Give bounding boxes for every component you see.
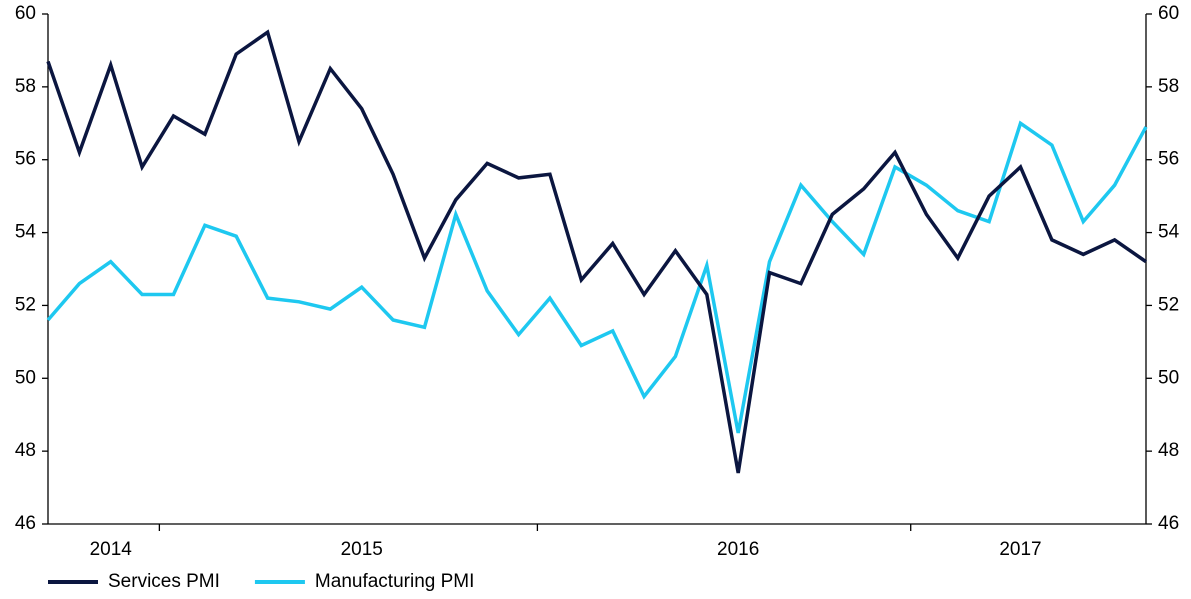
y-tick-label: 54 <box>15 222 37 243</box>
series-line <box>46 120 1148 434</box>
x-tick-label: 2014 <box>90 539 133 560</box>
y2-tick-label: 56 <box>1158 149 1179 170</box>
y2-tick-label: 48 <box>1158 440 1179 461</box>
y-tick-label: 52 <box>15 294 36 315</box>
y2-tick-label: 60 <box>1158 3 1179 24</box>
y2-tick-label: 52 <box>1158 294 1179 315</box>
y-tick-label: 46 <box>15 513 36 534</box>
legend-label: Manufacturing PMI <box>315 571 474 592</box>
legend-label: Services PMI <box>108 571 220 592</box>
x-tick-label: 2015 <box>341 539 383 560</box>
y-tick-label: 56 <box>15 149 36 170</box>
y2-tick-label: 50 <box>1158 367 1179 388</box>
y2-tick-label: 58 <box>1158 76 1179 97</box>
y-tick-label: 58 <box>15 76 36 97</box>
y2-tick-label: 46 <box>1158 513 1179 534</box>
y-tick-label: 48 <box>15 440 36 461</box>
x-tick-label: 2016 <box>717 539 759 560</box>
x-tick-label: 2017 <box>999 539 1041 560</box>
y-tick-label: 50 <box>15 367 36 388</box>
y2-tick-label: 54 <box>1158 222 1180 243</box>
series-line <box>46 29 1147 474</box>
y-tick-label: 60 <box>15 3 36 24</box>
